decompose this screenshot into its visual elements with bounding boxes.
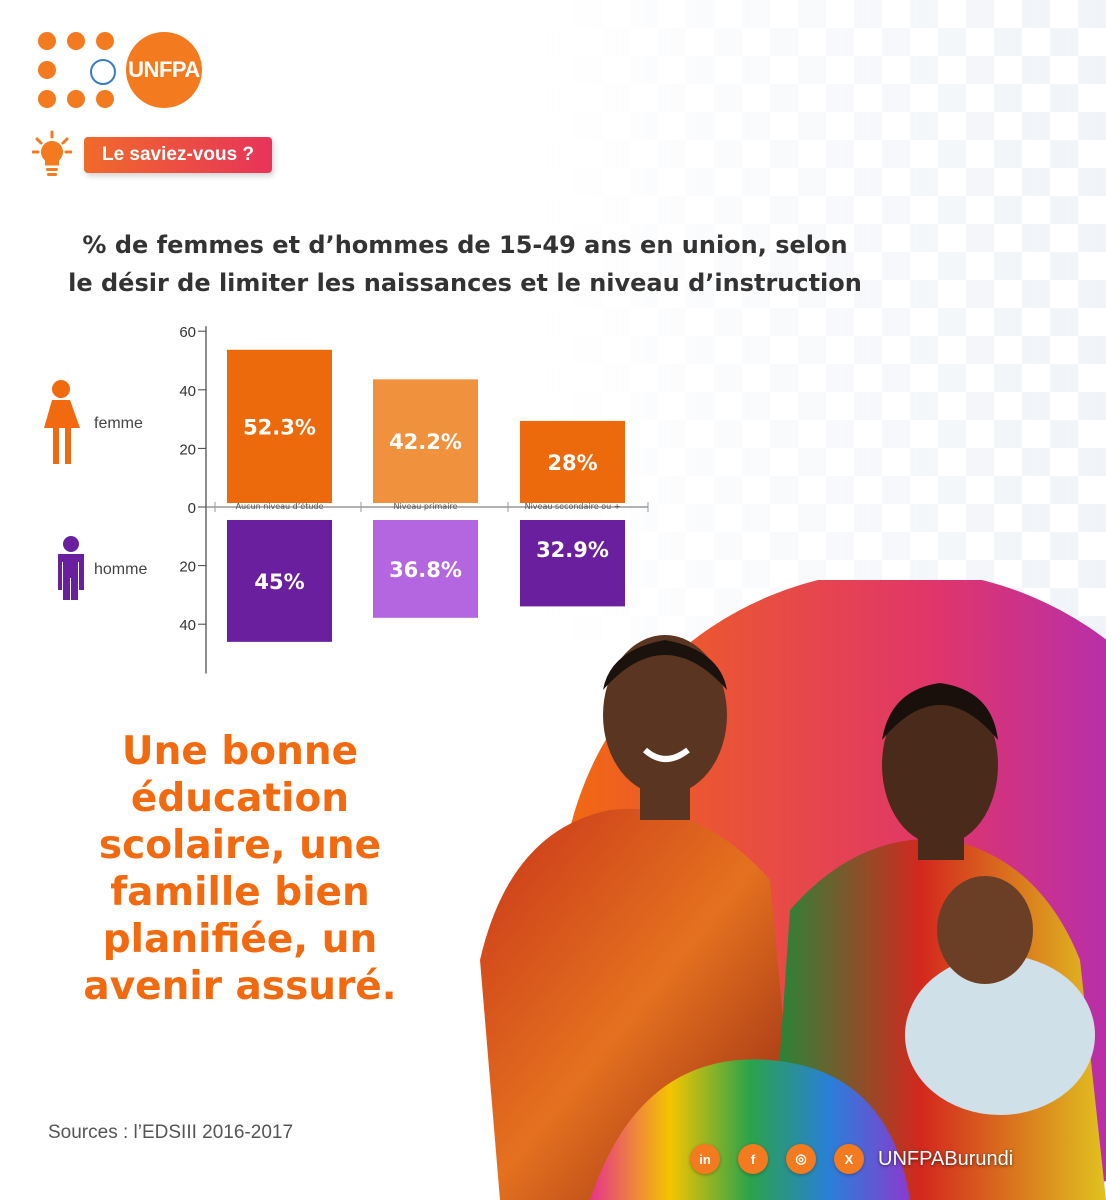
category-label: Aucun niveau d’étude (236, 501, 324, 511)
x-icon[interactable]: X (834, 1144, 864, 1174)
female-bar (520, 420, 625, 503)
y-tick-label: 40 (179, 383, 196, 400)
legend-female: femme (94, 415, 143, 432)
chart-title-line1: % de femmes et d’hommes de 15-49 ans en … (82, 231, 848, 259)
dots-emblem (38, 32, 138, 112)
instagram-icon[interactable]: ◎ (786, 1144, 816, 1174)
female-icon (44, 380, 80, 464)
headline-line: éducation (130, 776, 350, 821)
male-bar-label: 45% (254, 570, 304, 594)
bar-chart: femme homme 60 40 20 0 20 40 Aucun niveau d’ét… (44, 324, 649, 674)
female-bar (227, 349, 332, 503)
logo-text: UNFPA (128, 57, 200, 82)
male-icon (58, 536, 84, 600)
blanket (590, 1059, 910, 1200)
category-label: Niveau secondaire ou + (525, 502, 621, 511)
male-bar (227, 520, 332, 642)
y-tick-label: 60 (179, 324, 196, 341)
un-emblem-icon (90, 59, 116, 85)
female-bar (373, 379, 478, 503)
social-handle[interactable]: UNFPABurundi (878, 1147, 1014, 1170)
y-tick-label: 20 (179, 441, 196, 458)
male-bar (520, 520, 625, 607)
facebook-icon[interactable]: f (738, 1144, 768, 1174)
family-photo (480, 580, 1106, 1200)
headline-line: Une bonne (121, 729, 359, 774)
did-you-know-tag: Le saviez-vous ? (84, 137, 272, 173)
lightbulb-icon (32, 130, 72, 176)
sources-note: Sources : l’EDSIII 2016-2017 (48, 1122, 294, 1143)
legend-male: homme (94, 561, 147, 578)
male-bar (373, 520, 478, 618)
headline-line: planifiée, un (102, 917, 378, 962)
male-bar-label: 32.9% (536, 538, 609, 562)
headline: Une bonne éducation scolaire, une famill… (40, 728, 440, 1010)
headline-line: avenir assuré. (83, 964, 397, 1009)
male-bar-label: 36.8% (389, 558, 462, 582)
linkedin-icon[interactable]: in (690, 1144, 720, 1174)
category-label: Niveau primaire (394, 502, 458, 511)
unfpa-logo: UNFPA (38, 32, 238, 112)
y-tick-label: 40 (179, 617, 196, 634)
headline-line: scolaire, une (98, 823, 382, 868)
y-tick-label: 0 (188, 500, 196, 517)
female-bar-label: 42.2% (389, 430, 462, 454)
female-bar-label: 28% (547, 451, 597, 475)
baby-figure (905, 876, 1095, 1115)
chart-title: % de femmes et d’hommes de 15-49 ans en … (40, 226, 890, 302)
logo-circle: UNFPA (126, 32, 202, 108)
social-bar: in f ◎ X UNFPABurundi (690, 1142, 1013, 1176)
chart-title-line2: le désir de limiter les naissances et le… (68, 269, 862, 297)
female-bar-label: 52.3% (243, 415, 316, 439)
headline-line: famille bien (110, 870, 370, 915)
background-pattern (546, 0, 1106, 640)
y-tick-label: 20 (179, 559, 196, 576)
